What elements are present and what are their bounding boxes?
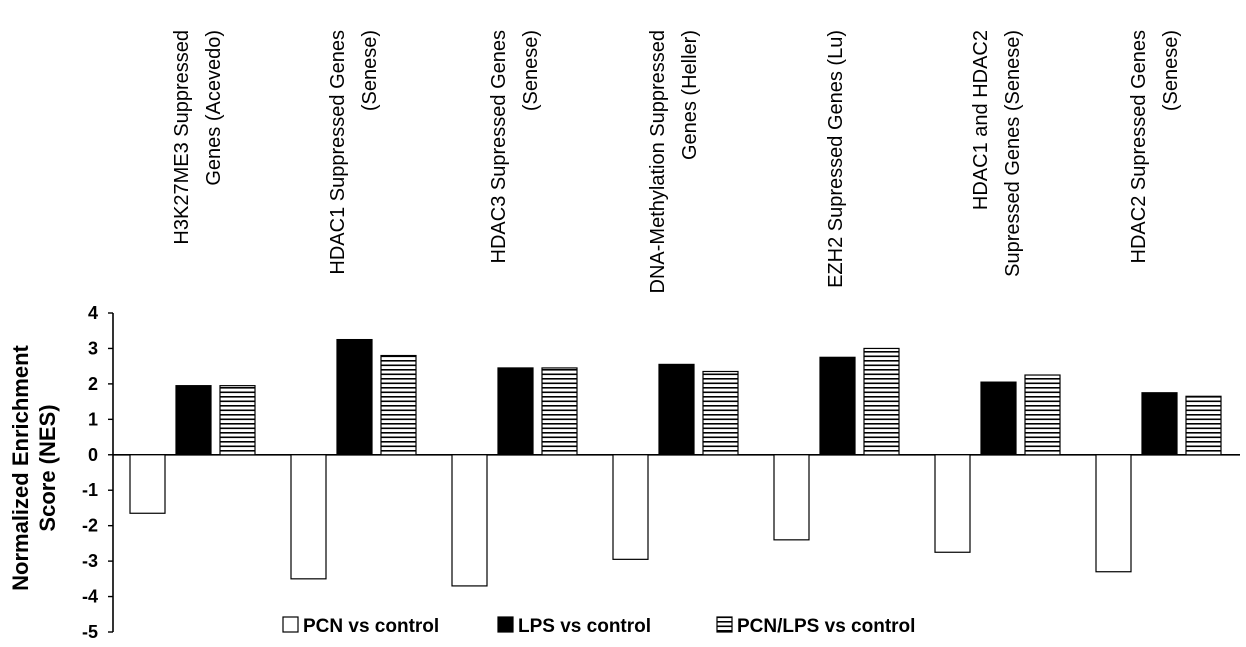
- legend-swatch-striped: [716, 616, 733, 633]
- y-tick-label: -5: [82, 622, 98, 642]
- bar-open-5: [934, 454, 971, 553]
- category-label: HDAC1 and HDAC2 Supressed Genes (Senese): [970, 30, 1024, 277]
- legend-label: PCN vs control: [303, 616, 439, 637]
- y-tick-label: -2: [82, 516, 98, 536]
- y-tick-label: -1: [82, 480, 98, 500]
- y-tick-label: 3: [88, 338, 98, 358]
- y-tick-label: 4: [88, 303, 98, 323]
- bar-open-2: [451, 454, 488, 587]
- category-label: H3K27ME3 Suppressed Genes (Acevedo): [171, 30, 225, 245]
- legend-label: LPS vs control: [518, 616, 651, 637]
- legend-label: PCN/LPS vs control: [737, 616, 915, 637]
- bar-striped-1: [380, 354, 417, 456]
- category-label: HDAC1 Suppressed Genes (Senese): [327, 30, 381, 275]
- bar-open-6: [1095, 454, 1132, 573]
- bar-striped-5: [1024, 374, 1061, 456]
- legend-swatch-open: [282, 616, 299, 633]
- bar-solid-1: [336, 338, 373, 456]
- y-tick-label: 1: [88, 409, 98, 429]
- bar-solid-5: [980, 381, 1017, 456]
- bar-solid-6: [1141, 392, 1178, 456]
- bar-striped-6: [1185, 395, 1222, 456]
- bar-striped-2: [541, 367, 578, 456]
- category-label: EZH2 Supressed Genes (Lu): [825, 30, 847, 288]
- bar-solid-3: [658, 363, 695, 456]
- y-tick-label: -3: [82, 551, 98, 571]
- bar-solid-4: [819, 356, 856, 456]
- bar-open-0: [129, 454, 166, 514]
- y-axis-title: Normalized EnrichmentScore (NES): [8, 344, 60, 590]
- bar-open-3: [612, 454, 649, 560]
- y-tick-label: 2: [88, 374, 98, 394]
- y-tick-label: 0: [88, 445, 98, 465]
- bar-solid-2: [497, 367, 534, 456]
- y-tick-label: -4: [82, 587, 98, 607]
- bar-solid-0: [175, 385, 212, 456]
- bar-striped-3: [702, 370, 739, 456]
- bar-striped-4: [863, 347, 900, 456]
- category-label: HDAC2 Supressed Genes (Senese): [1128, 30, 1182, 263]
- legend-swatch-solid: [497, 616, 514, 633]
- bar-striped-0: [219, 385, 256, 456]
- category-label: HDAC3 Supressed Genes (Senese): [488, 30, 542, 263]
- bar-open-4: [773, 454, 810, 541]
- bar-open-1: [290, 454, 327, 580]
- category-label: DNA-Methylation Suppressed Genes (Heller): [647, 30, 701, 293]
